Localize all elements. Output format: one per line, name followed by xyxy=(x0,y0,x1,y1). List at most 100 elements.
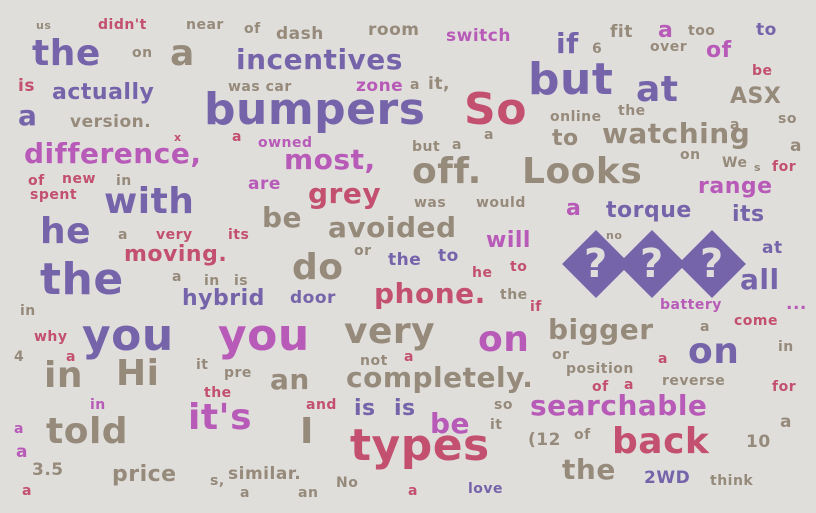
word: the xyxy=(204,385,232,401)
word: at xyxy=(762,238,783,258)
word: torque xyxy=(606,198,692,223)
word: in xyxy=(778,339,794,355)
word: but xyxy=(412,139,441,155)
word: avoided xyxy=(328,211,457,244)
word: of xyxy=(574,427,591,443)
word: a xyxy=(484,127,494,143)
word: range xyxy=(698,174,773,199)
word: at xyxy=(636,69,679,110)
word: a xyxy=(658,18,674,43)
word: was xyxy=(414,195,447,211)
word: come xyxy=(734,313,778,329)
word: to xyxy=(510,259,528,275)
word: its xyxy=(732,202,765,227)
word: a xyxy=(566,196,582,221)
word: the xyxy=(32,33,101,74)
word: of xyxy=(28,173,45,189)
word: No xyxy=(336,475,359,491)
word: s xyxy=(754,161,762,174)
word: do xyxy=(292,247,344,288)
word: it's xyxy=(188,397,252,438)
word: battery xyxy=(660,297,722,313)
word: door xyxy=(290,288,336,308)
word: or xyxy=(354,243,372,259)
word: the xyxy=(562,453,616,486)
word: of xyxy=(706,38,732,63)
unknown-glyph-icon: ? xyxy=(618,230,686,298)
word: We xyxy=(722,155,748,171)
word: a xyxy=(16,442,28,462)
word: to xyxy=(552,126,579,151)
word: us xyxy=(36,19,52,32)
word: and xyxy=(306,397,337,413)
word: near xyxy=(186,17,224,33)
word: in xyxy=(116,173,132,189)
word: ASX xyxy=(730,84,782,109)
word: the xyxy=(40,254,124,305)
word: of xyxy=(244,21,261,37)
word: a xyxy=(18,99,38,132)
word: difference, xyxy=(24,137,202,170)
word: dash xyxy=(276,24,324,44)
word: version. xyxy=(70,112,152,132)
word: he xyxy=(472,265,493,281)
word: in xyxy=(20,303,36,319)
word: be xyxy=(262,201,303,234)
word: Looks xyxy=(522,151,643,192)
word: on xyxy=(688,331,740,372)
word: room xyxy=(368,20,420,40)
word: is xyxy=(234,273,249,289)
word: not xyxy=(360,353,388,369)
word: a xyxy=(408,483,418,499)
word: of xyxy=(592,379,609,395)
word: grey xyxy=(308,177,382,210)
word: a xyxy=(170,33,195,74)
word: a xyxy=(66,349,76,365)
word: spent xyxy=(30,187,78,203)
word: switch xyxy=(446,26,511,46)
word: to xyxy=(438,246,459,266)
word: in xyxy=(44,355,83,396)
word: hybrid xyxy=(182,286,265,311)
word: a xyxy=(452,137,462,153)
word: incentives xyxy=(236,43,403,76)
unknown-glyph-icon: ? xyxy=(678,230,746,298)
word: off. xyxy=(412,151,482,192)
word: s, xyxy=(210,473,225,489)
word: is xyxy=(354,396,376,421)
word: the xyxy=(618,103,646,119)
word: a xyxy=(232,129,242,145)
word: Hi xyxy=(116,353,160,394)
word: moving. xyxy=(124,242,228,267)
word: be xyxy=(752,63,773,79)
word: on xyxy=(132,45,153,61)
word: actually xyxy=(52,80,155,105)
word: x xyxy=(174,131,182,144)
word: ... xyxy=(786,294,807,314)
word: 6 xyxy=(592,41,603,57)
word: fit xyxy=(610,22,633,42)
word: searchable xyxy=(530,389,708,422)
word: why xyxy=(34,329,68,345)
word: a xyxy=(780,412,792,432)
word: a xyxy=(404,349,414,365)
word: in xyxy=(90,397,106,413)
word: a xyxy=(658,351,668,367)
word: he xyxy=(40,211,92,252)
word: be xyxy=(430,407,471,440)
word: 10 xyxy=(746,432,771,452)
word: completely. xyxy=(346,361,534,394)
word: a xyxy=(118,227,128,243)
word: I xyxy=(300,411,314,452)
word: didn't xyxy=(98,17,147,33)
word: is xyxy=(18,76,35,96)
word: a xyxy=(240,485,250,501)
word: a xyxy=(700,319,710,335)
word: a xyxy=(790,136,802,156)
word: its xyxy=(228,227,250,243)
word: are xyxy=(248,174,281,194)
word: if xyxy=(556,27,579,60)
word: zone xyxy=(356,76,404,96)
word: for xyxy=(772,379,797,395)
